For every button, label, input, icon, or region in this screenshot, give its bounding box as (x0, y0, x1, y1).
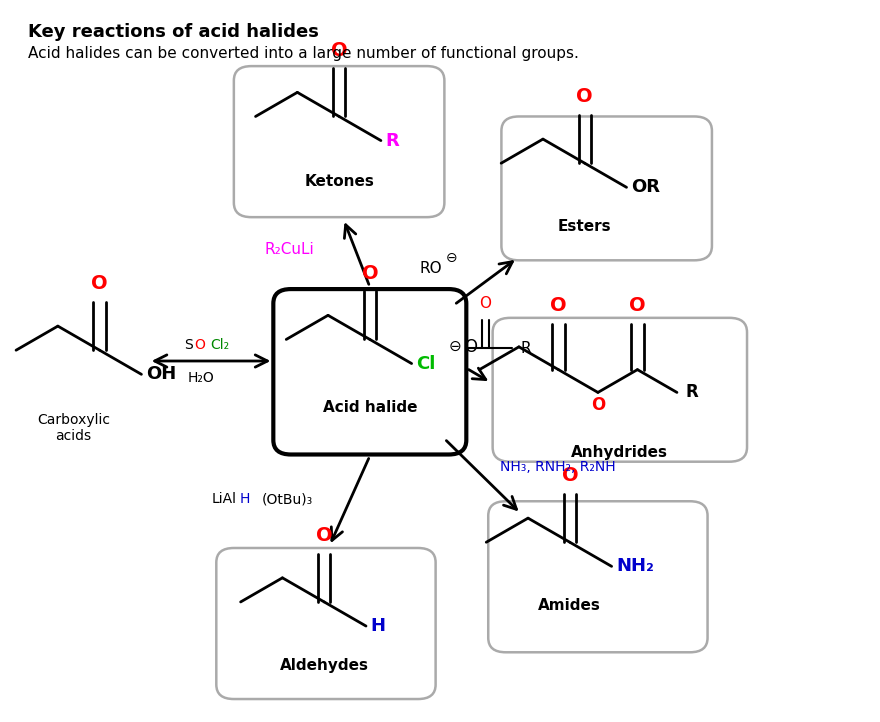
Text: Acid halides can be converted into a large number of functional groups.: Acid halides can be converted into a lar… (27, 46, 578, 61)
Text: O: O (480, 296, 492, 310)
Text: acids: acids (55, 430, 92, 443)
Text: H: H (370, 617, 385, 635)
Text: Esters: Esters (558, 219, 612, 234)
Text: ⊖: ⊖ (446, 251, 458, 266)
FancyBboxPatch shape (234, 66, 444, 217)
Text: LiAl: LiAl (211, 492, 237, 506)
Text: Carboxylic: Carboxylic (37, 413, 110, 427)
FancyBboxPatch shape (488, 501, 708, 652)
Text: R₂CuLi: R₂CuLi (264, 242, 314, 257)
FancyBboxPatch shape (502, 116, 712, 261)
FancyBboxPatch shape (493, 318, 747, 461)
Text: Anhydrides: Anhydrides (571, 445, 668, 460)
Text: R: R (686, 383, 699, 401)
Text: Cl₂: Cl₂ (210, 338, 230, 352)
FancyBboxPatch shape (274, 289, 466, 454)
Text: O: O (331, 40, 348, 60)
Text: R: R (521, 341, 532, 355)
Text: ⊖: ⊖ (448, 339, 461, 354)
Text: OH: OH (146, 365, 176, 383)
Text: O: O (316, 526, 333, 545)
Text: (OtBu)₃: (OtBu)₃ (262, 492, 313, 506)
Text: R: R (385, 131, 399, 149)
Text: Cl: Cl (416, 355, 436, 373)
Text: H: H (240, 492, 251, 506)
Text: O: O (92, 274, 108, 293)
Text: RO: RO (419, 261, 442, 276)
Text: O: O (590, 396, 605, 414)
Text: O: O (362, 264, 378, 282)
Text: Acid halide: Acid halide (323, 400, 417, 415)
Text: NH₃, RNH₂, R₂NH: NH₃, RNH₂, R₂NH (500, 460, 615, 474)
Text: S: S (184, 338, 193, 352)
Text: H₂O: H₂O (188, 370, 215, 385)
Text: O: O (550, 297, 567, 316)
FancyBboxPatch shape (216, 548, 436, 699)
Text: O: O (576, 87, 593, 106)
Text: O: O (465, 339, 478, 357)
Text: O: O (194, 338, 205, 352)
Text: Key reactions of acid halides: Key reactions of acid halides (27, 23, 319, 41)
Text: Aldehydes: Aldehydes (280, 658, 369, 673)
Text: NH₂: NH₂ (616, 557, 654, 575)
Text: OR: OR (631, 178, 660, 196)
Text: Amides: Amides (539, 598, 601, 613)
Text: O: O (561, 466, 578, 485)
Text: O: O (629, 297, 646, 316)
Text: Ketones: Ketones (304, 174, 374, 188)
